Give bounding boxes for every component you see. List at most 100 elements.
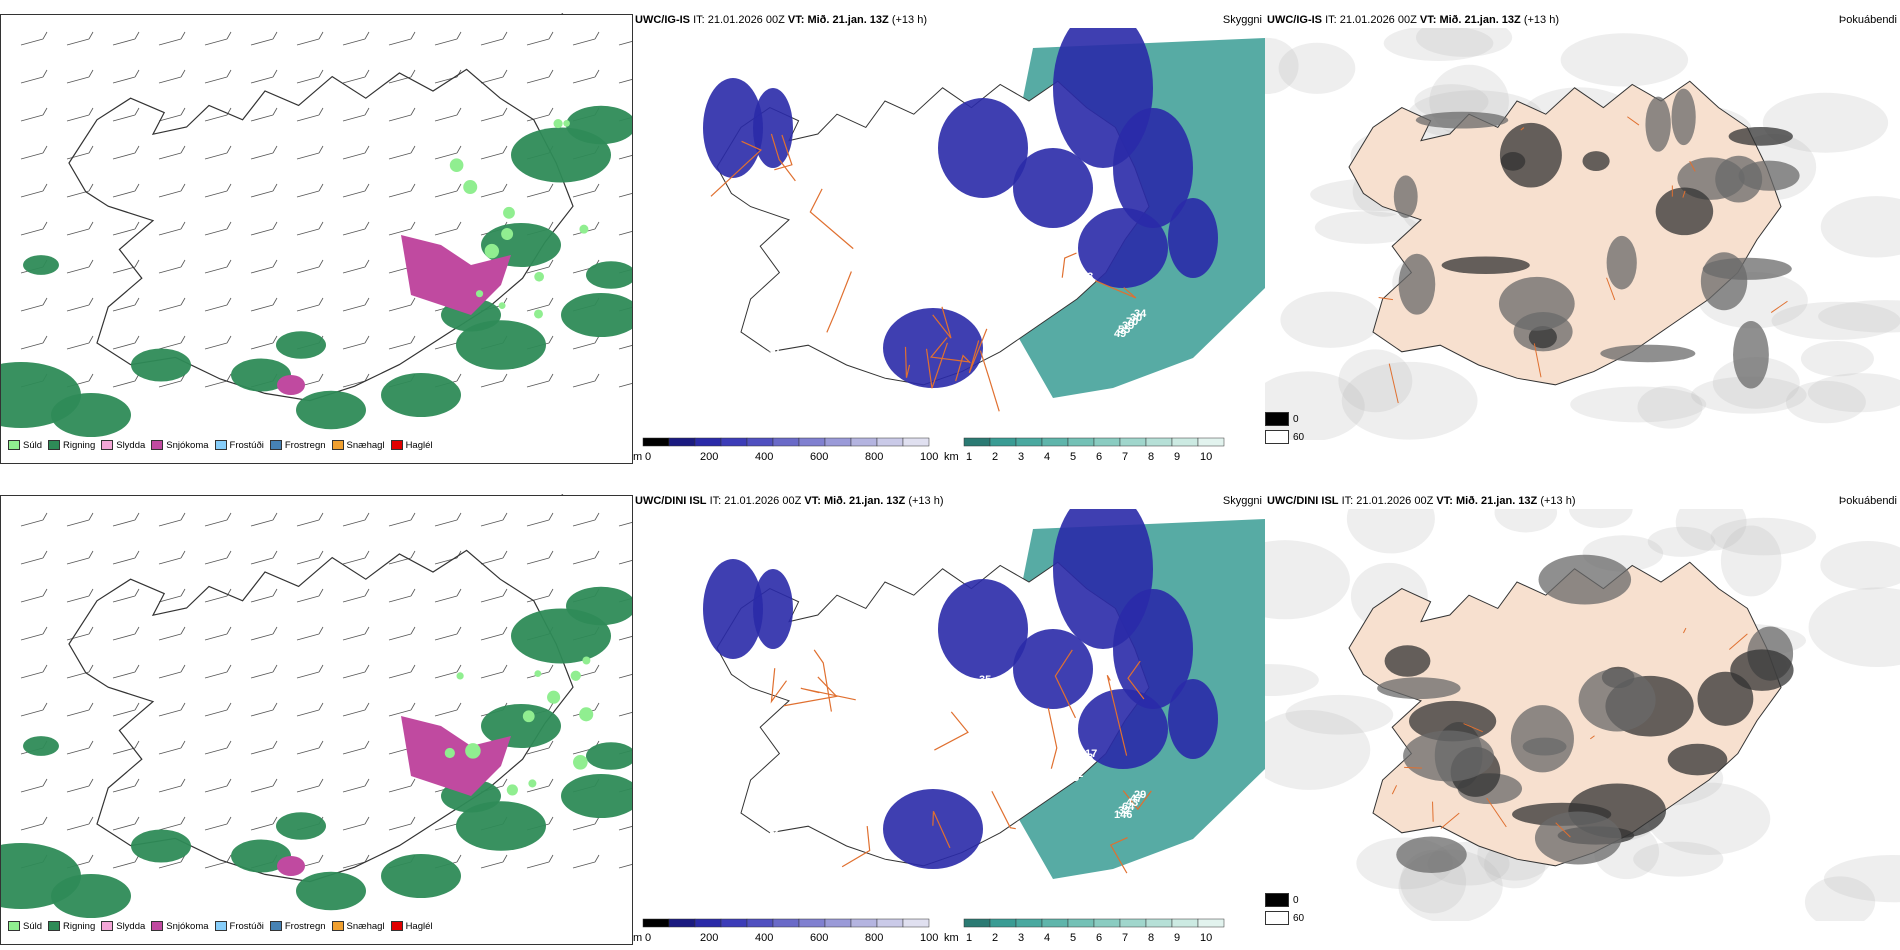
wind-barb [66,69,94,84]
high-terrain-area [938,98,1028,198]
fog-shade [1804,876,1876,921]
legend-item: Slydda [95,440,145,451]
wind-barb [388,588,416,603]
elevation-colorbar: m0 200 400 600 800 1000 [633,917,944,945]
fog-area [1738,160,1800,191]
rain-area [296,871,366,911]
legend-swatch [331,440,344,451]
wind-barb [296,69,324,84]
wind-barb [66,740,94,755]
wind-barb [434,107,462,122]
legend-item: Súld [2,921,42,932]
panel-header: UWC/IG-IS IT: 21.01.2026 00Z VT: Mið. 21… [1267,14,1897,26]
wind-barb [342,107,370,122]
fog-shade [1570,386,1707,423]
visibility-value: 39 [1122,320,1134,332]
elevation-bin [642,437,670,447]
road [710,140,762,197]
wind-barb [158,259,186,274]
visibility-value: 55 [1118,324,1130,336]
rain-area [296,390,366,430]
wind-barb [204,626,232,641]
precip-type-map [0,495,633,945]
legend-swatch [269,440,282,451]
high-terrain-area [883,308,983,388]
wind-barb [572,816,600,831]
visibility-value: 30 [1012,250,1024,262]
visibility-value: 43 [1126,797,1138,809]
rain-area [456,320,546,370]
wind-barb [112,259,140,274]
visibility-value: 67 [804,579,816,591]
visibility-value: 98 [759,353,771,365]
wind-barb [158,664,186,679]
precip-panel-row1: UWC/IG-IS IT: 21.01.2026 00Z VT: Mið. 21… [0,12,633,464]
wind-barb [66,816,94,831]
visibility-value: 48 [816,567,828,579]
wind-barb [296,221,324,236]
visibility-value: 32 [971,201,983,213]
wind-barb [572,854,600,869]
road [925,342,948,389]
visibility-value: 30 [767,345,779,357]
elevation-bin [824,918,852,928]
wind-barb [618,155,632,160]
high-terrain-area [1168,198,1218,278]
visibility-value: 42 [820,563,832,575]
visibility-value: 434 [743,550,762,562]
road [1486,797,1507,828]
legend-swatch [8,921,20,932]
road [1047,707,1058,769]
drizzle-cell [498,302,506,310]
elevation-tick: 0 [645,932,651,944]
wind-barb [158,550,186,565]
fog-area [1538,554,1632,605]
cloud-base-bin [1197,437,1225,447]
wind-barb [66,512,94,527]
cloud-base-tick: 3 [1018,932,1024,944]
cloud-base-tick: 5 [1070,451,1076,463]
cloud-base-tick: 10 [1200,451,1212,463]
cloud-base-tick: 7 [1122,932,1128,944]
fog-area [1600,344,1696,363]
visibility-value: 41 [1024,238,1036,250]
cloud-base-bin [1093,918,1121,928]
wind-barb [112,664,140,679]
high-terrain-area [1013,148,1093,228]
visibility-value: 113 [955,217,973,229]
fog-area [1510,705,1574,773]
wind-barb [66,297,94,312]
snow-area [277,375,305,395]
rain-area [23,736,59,756]
visibility-value: 105 [922,160,940,172]
fog-panel-row1: UWC/IG-IS IT: 21.01.2026 00Z VT: Mið. 21… [1265,12,1900,464]
rain-area [131,348,191,382]
wind-barb [20,626,48,641]
wind-barb [204,183,232,198]
cloud-base-tick: 10 [1200,932,1212,944]
wind-barb [296,740,324,755]
visibility-value: 33 [759,834,771,846]
legend-item: Snæhagl [326,440,385,451]
cloud-base-bin [989,918,1017,928]
fog-shade [1691,376,1807,414]
drizzle-cell [573,754,588,770]
wind-barb [158,778,186,793]
legend-item: Slydda [95,921,145,932]
drizzle-cell [522,710,535,723]
high-terrain-area [1078,208,1168,288]
wind-barb [250,259,278,274]
rain-area [481,704,561,748]
cloud-base-tick: 6 [1096,932,1102,944]
fog-shade [1338,349,1413,413]
rain-area [381,854,461,898]
wind-barb [20,183,48,198]
wind-barb [434,145,462,160]
wind-barb [388,107,416,122]
fog-shade [1800,340,1874,377]
wind-barb [342,588,370,603]
drizzle-cell [534,670,542,678]
drizzle-cell [506,784,518,796]
fog-shade [1346,509,1435,554]
wind-barb [526,259,554,274]
